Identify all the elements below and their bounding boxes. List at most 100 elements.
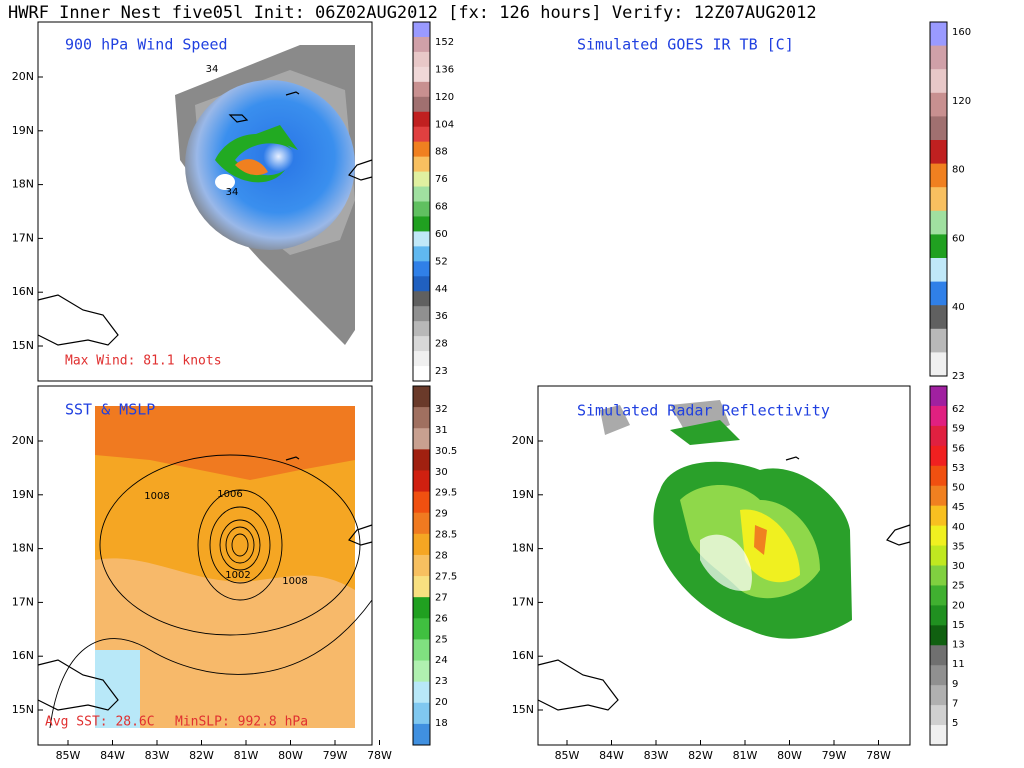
colorbar-segment	[930, 565, 947, 586]
colorbar-segment	[413, 276, 430, 292]
colorbar-label: 56	[952, 443, 965, 454]
colorbar-segment	[930, 92, 947, 117]
colorbar-segment	[930, 625, 947, 646]
coastline	[537, 456, 911, 711]
colorbar-segment	[930, 116, 947, 141]
colorbar-label: 53	[952, 463, 965, 474]
colorbar-label: 27	[435, 592, 448, 603]
colorbar-segment	[930, 163, 947, 188]
y-tick-label: 18N	[12, 178, 34, 191]
y-tick-label: 20N	[512, 434, 534, 447]
colorbar-frame	[412, 385, 431, 746]
colorbar-label: 28	[435, 339, 448, 350]
x-tick-label: 85W	[555, 749, 580, 762]
colorbar-label: 160	[952, 27, 971, 38]
colorbar-label: 30.5	[435, 446, 457, 457]
colorbar-label: 30	[435, 467, 448, 478]
colorbar-label: 23	[952, 371, 965, 382]
colorbar-segment	[930, 69, 947, 94]
colorbar-segment	[930, 352, 947, 377]
colorbar-segment	[413, 533, 430, 556]
colorbar-label: 20	[435, 697, 448, 708]
colorbar-label: 59	[952, 424, 965, 435]
radar-field	[600, 400, 852, 639]
colorbar-segment	[413, 306, 430, 322]
colorbar-label: 25	[435, 634, 448, 645]
contour-label: 34	[206, 64, 219, 75]
colorbar-segment	[413, 512, 430, 535]
colorbar-segment	[930, 485, 947, 507]
x-tick-label: 80W	[278, 749, 303, 762]
colorbar-label: 28.5	[435, 530, 457, 541]
x-tick-label: 81W	[733, 749, 758, 762]
colorbar-label: 36	[435, 311, 448, 322]
colorbar-segment	[930, 685, 947, 706]
colorbar-segment	[413, 96, 430, 113]
colorbar-segment	[413, 216, 430, 232]
x-tick-label: 82W	[688, 749, 713, 762]
colorbar-label: 7	[952, 698, 958, 709]
colorbar-label: 60	[435, 229, 448, 240]
colorbar-label: 136	[435, 64, 454, 75]
panel-title: Simulated Radar Reflectivity	[577, 402, 830, 420]
colorbar-segment	[930, 725, 947, 746]
colorbar-segment	[930, 45, 947, 70]
colorbar-segment	[413, 597, 430, 619]
y-tick-label: 19N	[512, 488, 534, 501]
colorbar-segment	[413, 201, 430, 217]
colorbar-segment	[930, 258, 947, 283]
colorbar-segment	[930, 140, 947, 165]
colorbar-segment	[930, 705, 947, 726]
colorbar-segment	[413, 576, 430, 598]
colorbar-segment	[413, 66, 430, 83]
annotation: MinSLP: 992.8 hPa	[175, 715, 308, 730]
y-tick-label: 18N	[512, 542, 534, 555]
colorbar-label: 32	[435, 404, 448, 415]
colorbar-label: 45	[952, 502, 965, 513]
colorbar-label: 40	[952, 522, 965, 533]
map-frame	[37, 385, 373, 746]
colorbar-segment	[413, 428, 430, 450]
colorbar-label: 29	[435, 509, 448, 520]
colorbar-label: 25	[952, 581, 965, 592]
y-tick-label: 17N	[512, 595, 534, 608]
colorbar-segment	[413, 618, 430, 640]
colorbar-segment	[930, 665, 947, 686]
map-frame	[37, 21, 373, 382]
colorbar-segment	[413, 81, 430, 98]
colorbar-segment	[930, 281, 947, 306]
colorbar-segment	[413, 554, 430, 577]
contour-label: 1002	[225, 570, 250, 581]
x-tick-label: 84W	[599, 749, 624, 762]
colorbar-segment	[930, 525, 947, 547]
y-tick-label: 20N	[12, 434, 34, 447]
colorbar-label: 44	[435, 284, 448, 295]
colorbar-label: 23	[435, 366, 448, 377]
contour-label: 1006	[217, 489, 242, 500]
colorbar-label: 76	[435, 174, 448, 185]
colorbar-segment	[413, 660, 430, 683]
colorbar-segment	[930, 605, 947, 626]
colorbar-label: 31	[435, 425, 448, 436]
y-tick-label: 16N	[12, 649, 34, 662]
colorbar-segment	[413, 22, 430, 38]
colorbar-label: 40	[952, 302, 965, 313]
colorbar-label: 60	[952, 233, 965, 244]
colorbar-label: 15	[952, 620, 965, 631]
contour-label: 1008	[282, 576, 307, 587]
colorbar-segment	[930, 645, 947, 666]
colorbar-label: 35	[952, 541, 965, 552]
panel-title: 900 hPa Wind Speed	[65, 36, 228, 54]
colorbar-label: 29.5	[435, 488, 457, 499]
colorbar-label: 50	[952, 483, 965, 494]
x-tick-label: 78W	[866, 749, 891, 762]
colorbar-segment	[930, 405, 947, 427]
colorbar-frame	[412, 21, 431, 382]
colorbar-segment	[413, 246, 430, 262]
figure-title: HWRF Inner Nest five05l Init: 06Z02AUG20…	[8, 3, 817, 23]
y-tick-label: 15N	[512, 703, 534, 716]
colorbar-label: 120	[435, 92, 454, 103]
colorbar-segment	[930, 210, 947, 235]
panel-title: SST & MSLP	[65, 401, 155, 419]
